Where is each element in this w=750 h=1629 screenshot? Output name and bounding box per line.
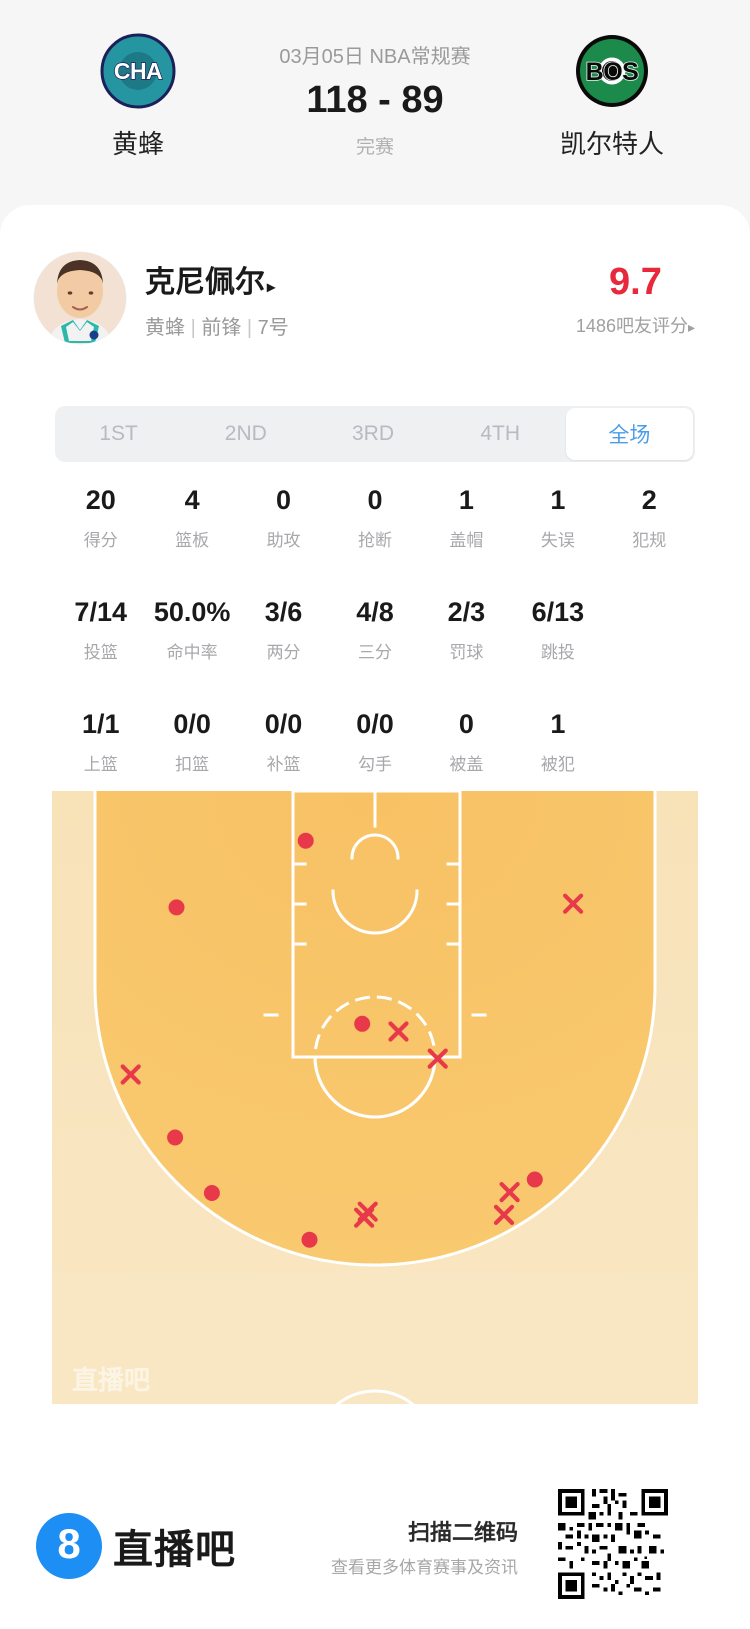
svg-text:CHA: CHA <box>114 58 162 84</box>
svg-text:直播吧: 直播吧 <box>72 1365 150 1395</box>
svg-text:8: 8 <box>57 1520 80 1567</box>
svg-text:BOS: BOS <box>586 58 639 86</box>
